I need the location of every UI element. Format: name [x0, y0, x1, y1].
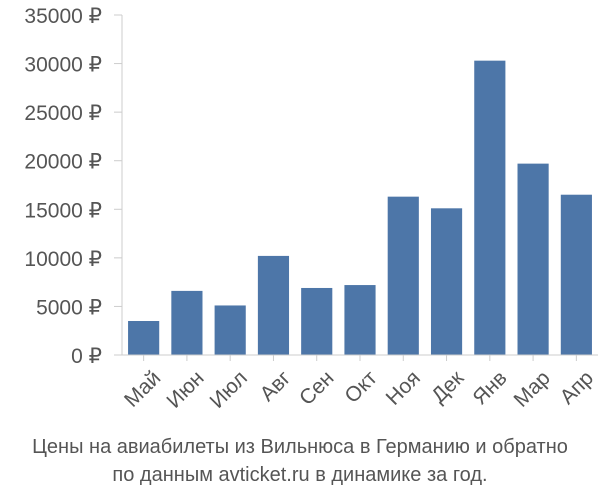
y-tick-label: 15000 ₽ [24, 199, 102, 222]
chart-canvas: 0 ₽ 5000 ₽ 10000 ₽ 15000 ₽ 20000 ₽ 25000 ₽ 300… [24, 5, 598, 413]
y-tick-label: 5000 ₽ [36, 296, 102, 319]
bar-2 [171, 290, 203, 355]
x-tick-label: Апр [556, 366, 598, 408]
bar-6 [344, 285, 376, 355]
x-tick-label: Июн [162, 366, 208, 412]
x-tick-label: Окт [340, 366, 382, 408]
chart-caption-line-2: по данным avticket.ru в динамике за год. [112, 464, 488, 486]
x-tick-label: Авг [256, 366, 296, 406]
y-tick-label: 30000 ₽ [24, 54, 102, 77]
bar-10 [517, 163, 549, 355]
bar-5 [301, 287, 333, 355]
bar-11 [560, 194, 592, 355]
bar-7 [387, 196, 419, 355]
y-tick-label: 35000 ₽ [24, 5, 102, 28]
y-tick-label: 25000 ₽ [24, 102, 102, 125]
y-tick-label: 10000 ₽ [24, 248, 102, 271]
bar-3 [214, 305, 246, 355]
bar-1 [128, 321, 160, 355]
y-axis-ticks: 0 ₽ 5000 ₽ 10000 ₽ 15000 ₽ 20000 ₽ 25000 ₽ 300… [24, 5, 122, 368]
price-bar-chart: 0 ₽ 5000 ₽ 10000 ₽ 15000 ₽ 20000 ₽ 25000 ₽ 300… [24, 5, 598, 413]
y-tick-label: 20000 ₽ [24, 151, 102, 174]
chart-caption-line-1: Цены на авиабилеты из Вильнюса в Германи… [32, 436, 568, 458]
bars-group [128, 60, 592, 355]
x-tick-label: Ноя [382, 366, 425, 409]
x-tick-label: Мар [509, 366, 554, 411]
y-tick-label: 0 ₽ [71, 345, 102, 368]
x-tick-label: Янв [468, 366, 511, 409]
bar-9 [474, 60, 506, 355]
x-tick-label: Дек [427, 366, 469, 408]
x-tick-label: Июл [205, 366, 251, 412]
x-tick-label: Сен [295, 366, 338, 409]
bar-8 [430, 208, 463, 355]
bar-4 [257, 255, 290, 355]
x-tick-label: Май [120, 366, 165, 411]
